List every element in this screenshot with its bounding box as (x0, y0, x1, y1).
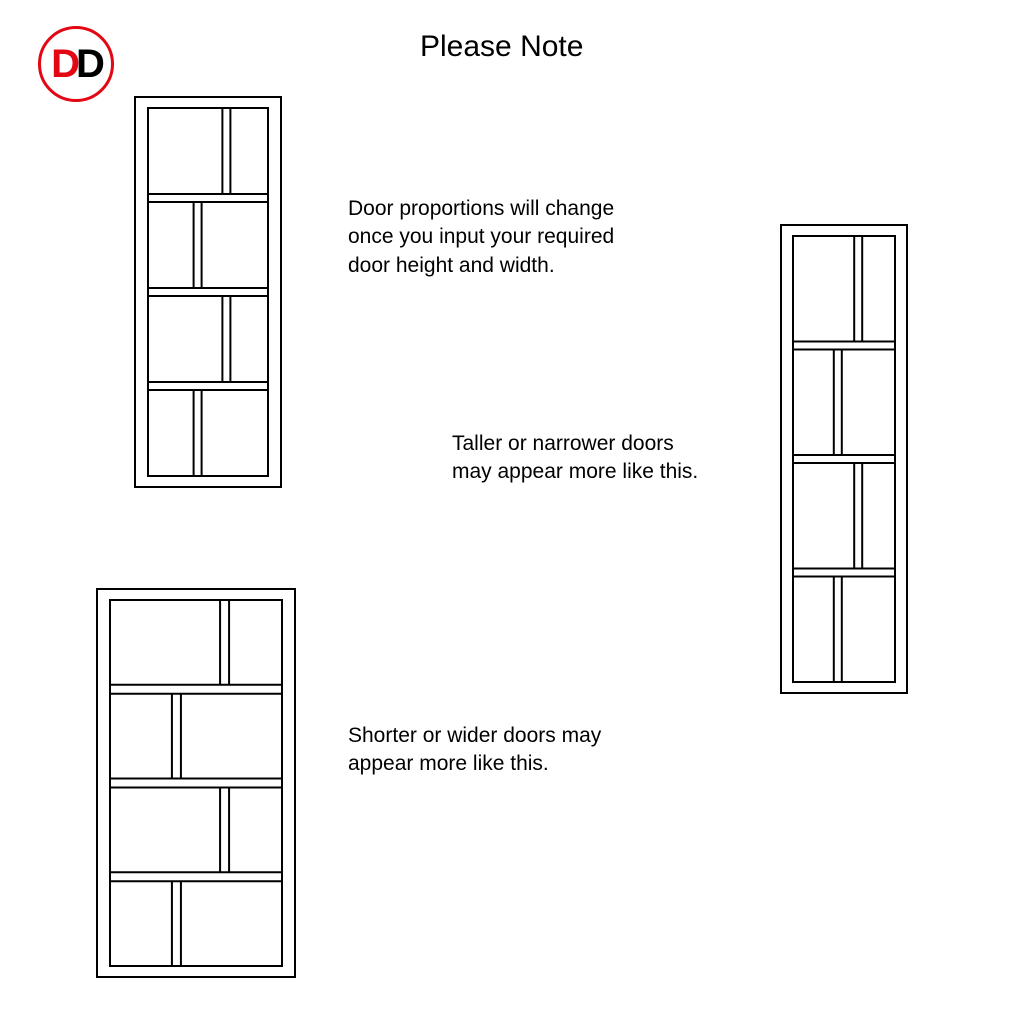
caption-taller: Taller or narrower doorsmay appear more … (452, 430, 698, 487)
brand-logo: DD (38, 26, 114, 102)
brand-logo-d1: D (51, 42, 76, 86)
door-taller (780, 224, 908, 694)
caption-shorter: Shorter or wider doors mayappear more li… (348, 722, 601, 779)
door-reference (134, 96, 282, 488)
door-shorter (96, 588, 296, 978)
caption-proportions: Door proportions will changeonce you inp… (348, 195, 614, 280)
brand-logo-text: DD (51, 44, 101, 84)
page-title: Please Note (420, 30, 583, 64)
brand-logo-d2: D (76, 42, 101, 86)
